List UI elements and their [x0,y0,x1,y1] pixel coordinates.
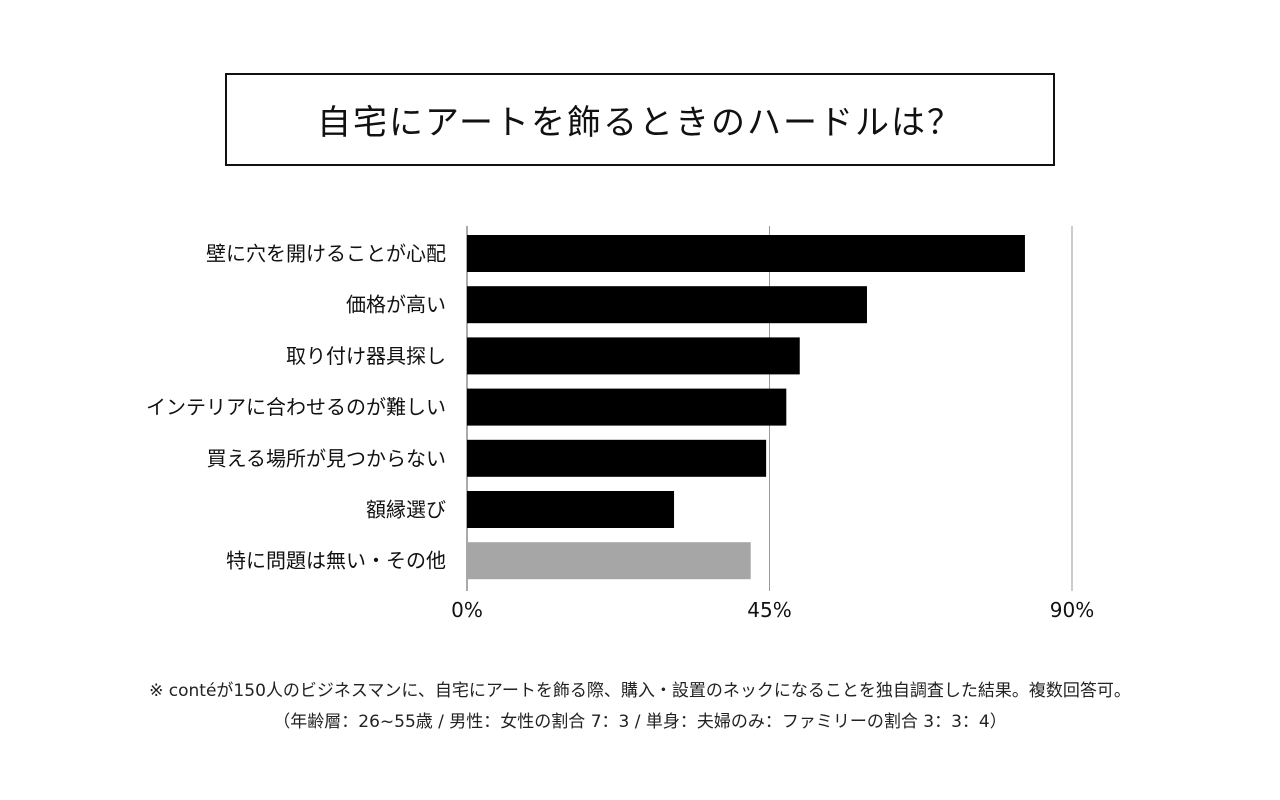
bar-chart: 壁に穴を開けることが心配価格が高い取り付け器具探しインテリアに合わせるのが難しい… [146,226,1094,622]
category-label-3: インテリアに合わせるのが難しい [146,395,446,419]
bar-2 [467,337,800,375]
footnote-line-2: （年齢層：26~55歳 / 男性：女性の割合 7：3 / 単身：夫婦のみ：ファミ… [273,712,1007,732]
chart-title: 自宅にアートを飾るときのハードルは？ [317,103,963,143]
category-label-1: 価格が高い [346,293,446,317]
bar-5 [467,491,675,528]
category-label-6: 特に問題は無い・その他 [226,549,446,573]
chart-title-box: 自宅にアートを飾るときのハードルは？ [225,73,1055,166]
category-label-4: 買える場所が見つからない [207,446,446,470]
x-tick-label-0: 0% [451,598,483,622]
bar-0 [467,235,1025,272]
footnote-line-1: ※ contéが150人のビジネスマンに、自宅にアートを飾る際、購入・設置のネッ… [149,681,1131,701]
bar-4 [467,439,767,477]
category-label-5: 額縁選び [366,498,446,522]
x-tick-label-90: 90% [1050,598,1094,622]
x-tick-label-45: 45% [747,598,791,622]
bar-3 [467,388,787,426]
bar-6 [467,542,751,580]
category-label-2: 取り付け器具探し [286,344,446,368]
bar-1 [467,286,867,324]
category-label-0: 壁に穴を開けることが心配 [206,242,446,266]
